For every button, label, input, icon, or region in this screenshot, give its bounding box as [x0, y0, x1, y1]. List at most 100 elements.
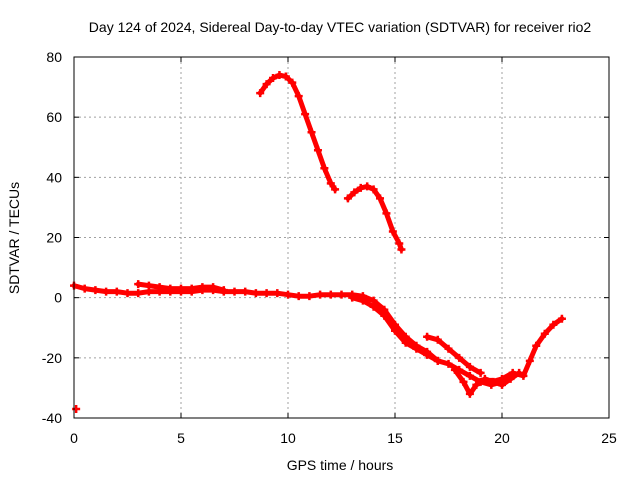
y-tick-label: 0 [54, 290, 62, 306]
data-point [177, 284, 185, 293]
data-point [294, 92, 303, 101]
data-point [401, 338, 410, 347]
data-point [198, 283, 207, 292]
data-point [241, 287, 250, 296]
data-point [219, 286, 228, 295]
y-tick-label: 40 [46, 169, 62, 185]
data-point [294, 292, 303, 301]
data-point [376, 194, 385, 203]
data-point [326, 179, 335, 188]
data-point [350, 188, 359, 197]
data-point [166, 284, 175, 293]
plot-data [70, 71, 566, 413]
data-point [348, 293, 357, 302]
data-point [423, 332, 432, 341]
series-low-arc-upper-band [134, 280, 228, 295]
x-tick-label: 25 [601, 430, 617, 446]
data-point [444, 359, 453, 368]
data-point [273, 289, 282, 298]
data-point [519, 371, 528, 380]
data-point [262, 289, 271, 298]
data-point [331, 185, 340, 194]
data-point [251, 289, 260, 298]
series-line [345, 183, 404, 252]
data-point [391, 326, 399, 335]
data-point [358, 296, 367, 305]
data-point [209, 283, 218, 292]
data-point [275, 71, 284, 80]
data-point [301, 110, 310, 119]
x-tick-label: 0 [70, 430, 78, 446]
data-point [472, 380, 481, 389]
x-tick-label: 10 [280, 430, 296, 446]
data-point [423, 350, 432, 359]
series-low-arc-main [70, 281, 442, 365]
data-point [388, 227, 397, 236]
plot-frame [73, 56, 610, 419]
y-tick-label: -20 [42, 350, 62, 366]
data-point [320, 164, 329, 173]
series-recovery [487, 314, 566, 386]
y-tick-label: -40 [42, 410, 62, 426]
data-point [112, 287, 121, 296]
series-high-arc-1 [256, 71, 340, 194]
data-point [316, 290, 325, 299]
data-point [72, 404, 81, 413]
data-point [326, 290, 335, 299]
data-point [476, 368, 485, 377]
data-point [412, 344, 421, 353]
data-point [91, 286, 100, 295]
data-point [356, 183, 365, 192]
data-point [281, 72, 290, 81]
x-tick-label: 5 [177, 430, 185, 446]
data-point [343, 194, 352, 203]
data-point [134, 289, 143, 298]
data-point [269, 74, 278, 83]
data-point [459, 377, 468, 386]
data-point [187, 284, 196, 293]
data-point [305, 292, 314, 301]
x-axis-label: GPS time / hours [287, 457, 394, 473]
data-point [465, 362, 474, 371]
data-point [102, 287, 111, 296]
data-point [230, 287, 239, 296]
data-point [498, 374, 506, 383]
data-point [369, 302, 378, 311]
data-point [284, 290, 292, 299]
data-point [382, 209, 391, 218]
chart-title: Day 124 of 2024, Sidereal Day-to-day VTE… [89, 19, 592, 35]
data-point [465, 389, 474, 398]
data-point [144, 281, 153, 290]
data-point [288, 78, 297, 87]
data-point [337, 290, 346, 299]
data-point [455, 353, 464, 362]
x-tick-label: 15 [387, 430, 403, 446]
data-point [525, 356, 534, 365]
y-tick-label: 60 [46, 109, 62, 125]
data-point [540, 329, 549, 338]
data-point [487, 377, 496, 386]
data-point [380, 311, 389, 320]
data-point [134, 280, 143, 289]
data-point [155, 283, 164, 292]
y-tick-label: 20 [46, 230, 62, 246]
data-point [80, 284, 89, 293]
axes: 0 5 10 15 20 25 -40 -20 0 20 40 60 80 [42, 49, 617, 446]
data-point [369, 185, 378, 194]
data-point [363, 182, 372, 191]
y-axis-label: SDTVAR / TECUs [6, 182, 22, 294]
data-point [444, 344, 453, 353]
data-point [307, 128, 316, 137]
data-point [480, 374, 489, 383]
data-point [433, 335, 442, 344]
series-isolated-point [72, 404, 81, 413]
x-tick-label: 20 [494, 430, 510, 446]
data-point [397, 245, 406, 254]
series-descent-branch-b [423, 332, 485, 377]
data-point [508, 368, 517, 377]
data-point [262, 80, 271, 89]
data-point [549, 320, 558, 329]
data-point [465, 371, 474, 380]
data-point [256, 89, 265, 98]
